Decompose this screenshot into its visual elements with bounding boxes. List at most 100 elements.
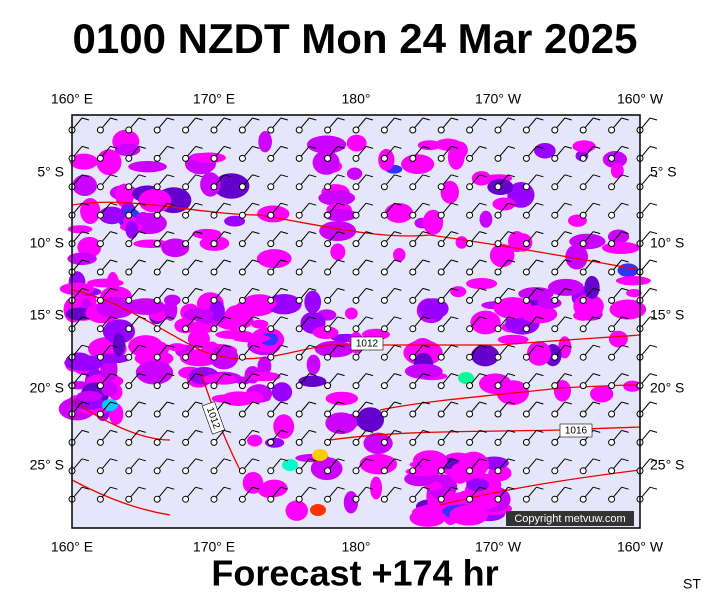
barb-station (579, 410, 587, 418)
precip-blob (247, 434, 263, 447)
barb-station (238, 410, 246, 418)
barb-flag (138, 401, 146, 405)
barb-flag (507, 486, 516, 490)
barb-flag (422, 287, 430, 291)
precip-blob (251, 319, 269, 329)
barb-station (437, 353, 445, 361)
barb-flag (167, 117, 175, 121)
precip-blob (304, 290, 322, 314)
barb-flag (252, 231, 260, 235)
precip-blob (450, 286, 467, 298)
barb-flag (564, 316, 572, 320)
barb-flag (138, 202, 146, 206)
barb-station (267, 382, 275, 390)
barb-flag (479, 373, 487, 377)
precip-blob (497, 334, 529, 345)
barb-station (96, 211, 104, 219)
barb-flag (110, 117, 118, 121)
barb-station (352, 126, 360, 134)
barb-station (267, 183, 275, 191)
barb-flag (536, 145, 544, 149)
barb-station (494, 240, 502, 248)
barb-flag (110, 486, 118, 490)
barb-station (522, 296, 530, 304)
barb-flag (337, 486, 345, 490)
barb-station (352, 268, 360, 276)
precip-core (458, 372, 474, 384)
barb-station (466, 296, 474, 304)
barb-flag (621, 231, 629, 235)
barb-flag (110, 231, 118, 235)
barb-flag (593, 145, 601, 149)
barb-flag (394, 458, 402, 462)
barb-flag (536, 401, 544, 405)
barb-flag (593, 344, 601, 348)
barb-flag (81, 429, 90, 433)
barb-flag (621, 486, 629, 490)
lon-label: 170° W (475, 539, 522, 555)
barb-flag (621, 259, 629, 263)
lon-label: 160° E (51, 91, 93, 107)
barb-station (494, 183, 502, 191)
barb-station (494, 154, 502, 162)
barb-station (437, 382, 445, 390)
precip-blob (271, 382, 293, 402)
barb-flag (564, 174, 572, 178)
barb-station (352, 353, 360, 361)
lat-label: 15° S (30, 307, 64, 323)
barb-station (96, 325, 104, 333)
barb-flag (536, 259, 544, 263)
barb-station (409, 353, 417, 361)
barb-flag (365, 429, 374, 433)
barb-station (494, 495, 502, 503)
barb-station (267, 467, 275, 475)
precip-blob (211, 394, 239, 403)
barb-flag (451, 287, 459, 291)
barb-flag (195, 231, 203, 235)
barb-flag (337, 316, 345, 320)
barb-flag (167, 344, 175, 348)
barb-flag (649, 145, 658, 149)
barb-station (267, 410, 275, 418)
barb-flag (167, 316, 175, 320)
barb-station (551, 183, 559, 191)
barb-flag (167, 231, 175, 235)
barb-flag (138, 231, 146, 235)
barb-station (238, 467, 246, 475)
barb-station (153, 154, 161, 162)
barb-station (238, 183, 246, 191)
barb-station (153, 353, 161, 361)
barb-station (210, 353, 218, 361)
barb-flag (649, 174, 658, 178)
barb-station (182, 495, 190, 503)
barb-flag (309, 174, 317, 178)
barb-flag (81, 458, 90, 462)
precip-blob (565, 244, 588, 270)
barb-station (96, 240, 104, 248)
barb-flag (280, 486, 288, 490)
precip-blob (69, 153, 99, 170)
barb-station (182, 126, 190, 134)
barb-station (522, 240, 530, 248)
precip-blob (526, 341, 552, 366)
isobar-label-box (350, 336, 384, 351)
precip-blob (359, 453, 398, 475)
precip-blob (479, 210, 493, 228)
barb-flag (110, 202, 118, 206)
barb-flag (110, 145, 118, 149)
barb-flag (337, 259, 345, 263)
barb-station (608, 410, 616, 418)
barb-station (238, 240, 246, 248)
barb-station (182, 211, 190, 219)
precip-blob (584, 275, 600, 300)
precip-blob (209, 345, 239, 370)
barb-flag (252, 145, 260, 149)
barb-station (551, 410, 559, 418)
precip-blob (214, 310, 254, 331)
barb-flag (337, 145, 345, 149)
barb-flag (564, 344, 572, 348)
barb-flag (223, 145, 232, 149)
barb-station (324, 240, 332, 248)
barb-station (352, 240, 360, 248)
